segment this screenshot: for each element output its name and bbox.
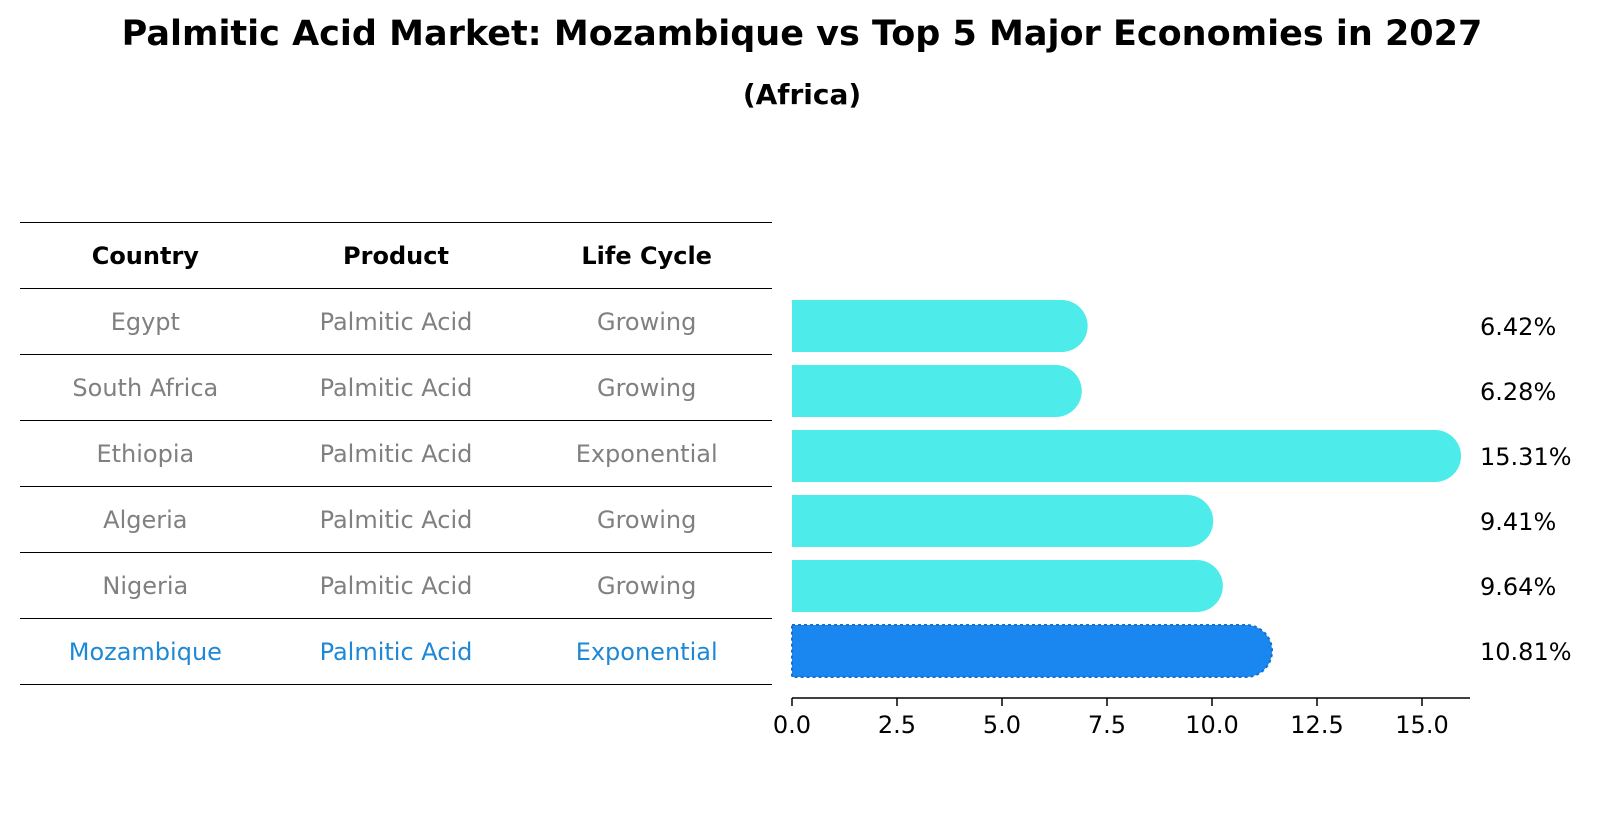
life-cycle-cell: Growing bbox=[521, 552, 772, 619]
x-tick-label: 15.0 bbox=[1395, 711, 1448, 739]
bar-value-label: 6.28% bbox=[1480, 378, 1556, 406]
country-cell: Ethiopia bbox=[20, 420, 271, 487]
country-table: Country Product Life Cycle Egypt Palmiti… bbox=[20, 222, 772, 685]
product-cell: Palmitic Acid bbox=[270, 354, 522, 421]
column-header-country: Country bbox=[20, 222, 271, 289]
product-cell: Palmitic Acid bbox=[270, 288, 522, 355]
life-cycle-cell: Growing bbox=[521, 486, 772, 553]
product-cell: Palmitic Acid bbox=[270, 486, 522, 553]
x-tick-label: 2.5 bbox=[878, 711, 916, 739]
country-cell: Nigeria bbox=[20, 552, 271, 619]
bar bbox=[792, 560, 1223, 612]
country-cell: South Africa bbox=[20, 354, 271, 421]
life-cycle-cell: Exponential bbox=[521, 618, 772, 685]
x-tick-label: 12.5 bbox=[1290, 711, 1343, 739]
x-tick-label: 0.0 bbox=[773, 711, 811, 739]
life-cycle-cell: Growing bbox=[521, 354, 772, 421]
table-row: Algeria Palmitic Acid Growing bbox=[20, 486, 772, 553]
bar-value-label: 9.41% bbox=[1480, 508, 1556, 536]
table-header-row: Country Product Life Cycle bbox=[20, 222, 772, 289]
x-tick-label: 10.0 bbox=[1185, 711, 1238, 739]
product-cell: Palmitic Acid bbox=[270, 552, 522, 619]
table-row-highlight: Mozambique Palmitic Acid Exponential bbox=[20, 618, 772, 685]
x-tick-label: 5.0 bbox=[983, 711, 1021, 739]
column-header-life-cycle: Life Cycle bbox=[521, 222, 772, 289]
bar bbox=[792, 430, 1462, 482]
country-cell: Mozambique bbox=[20, 618, 271, 685]
bar-highlight bbox=[791, 624, 1274, 678]
life-cycle-cell: Exponential bbox=[521, 420, 772, 487]
bar-value-label: 9.64% bbox=[1480, 573, 1556, 601]
bar-value-label: 6.42% bbox=[1480, 313, 1556, 341]
bar bbox=[792, 495, 1214, 547]
table-row: South Africa Palmitic Acid Growing bbox=[20, 354, 772, 421]
bar bbox=[792, 365, 1082, 417]
x-tick-label: 7.5 bbox=[1088, 711, 1126, 739]
bar-value-label: 15.31% bbox=[1480, 443, 1572, 471]
product-cell: Palmitic Acid bbox=[270, 618, 522, 685]
bar bbox=[792, 300, 1088, 352]
country-cell: Algeria bbox=[20, 486, 271, 553]
table-row: Nigeria Palmitic Acid Growing bbox=[20, 552, 772, 619]
life-cycle-cell: Growing bbox=[521, 288, 772, 355]
product-cell: Palmitic Acid bbox=[270, 420, 522, 487]
table-row: Ethiopia Palmitic Acid Exponential bbox=[20, 420, 772, 487]
chart-title: Palmitic Acid Market: Mozambique vs Top … bbox=[121, 14, 1483, 54]
country-cell: Egypt bbox=[20, 288, 271, 355]
chart-subtitle: (Africa) bbox=[742, 78, 862, 111]
table-row: Egypt Palmitic Acid Growing bbox=[20, 288, 772, 355]
bar-value-label: 10.81% bbox=[1480, 638, 1572, 666]
column-header-product: Product bbox=[270, 222, 522, 289]
